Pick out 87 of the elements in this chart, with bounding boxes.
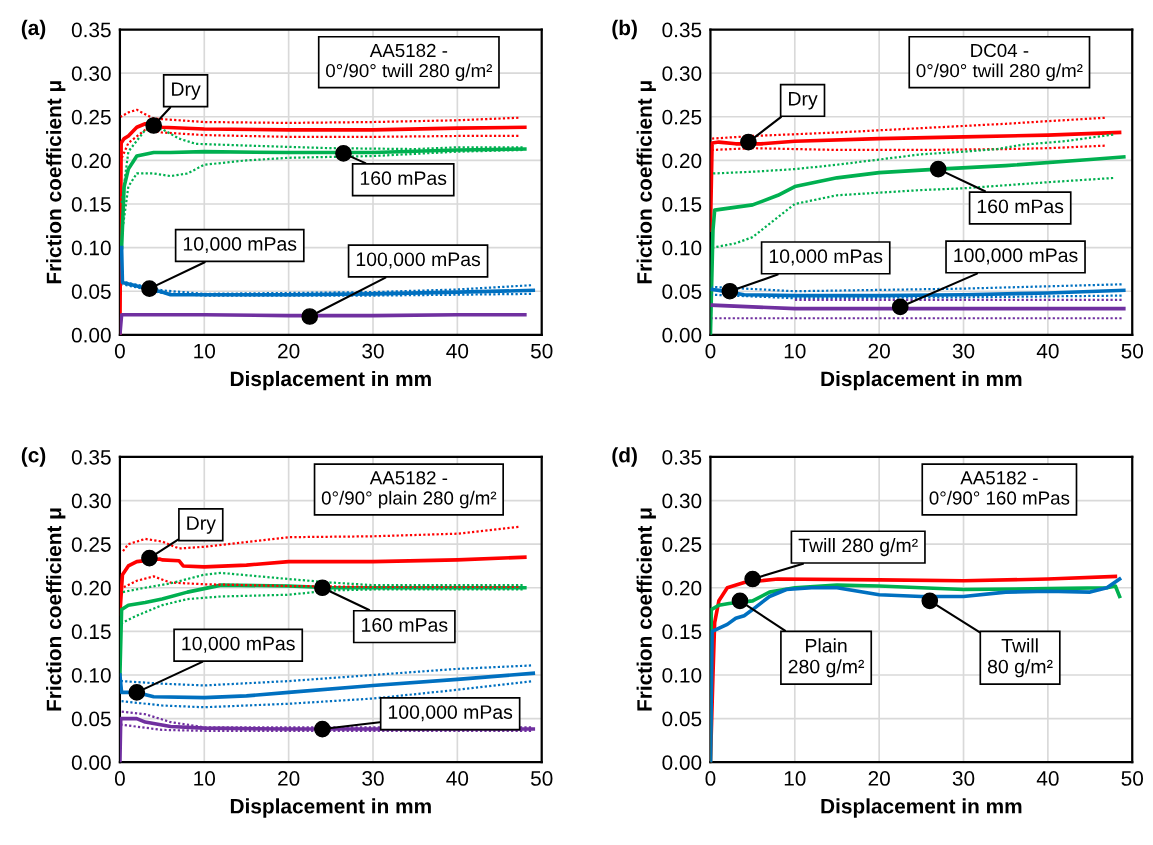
annotation: 10,000 mPas <box>769 249 883 266</box>
y-tick-label: 0.30 <box>662 66 702 81</box>
y-tick-label: 0.15 <box>71 624 111 640</box>
y-tick-label: 0.20 <box>71 153 111 169</box>
annotation: DC04 - 0°/90° twill 280 g/m² <box>916 43 1083 81</box>
y-tick-label: 0.35 <box>662 449 702 465</box>
y-tick-label: 0.35 <box>662 22 702 38</box>
annotation: Plain 280 g/m² <box>788 638 865 678</box>
x-tick-label: 10 <box>784 343 806 359</box>
chart-title: (a) <box>21 19 46 40</box>
x-tick-label: 40 <box>1036 771 1059 786</box>
x-tick-label: 20 <box>868 343 890 359</box>
y-axis-title: Friction coefficient μ <box>46 508 66 711</box>
y-tick-label: 0.15 <box>662 624 702 640</box>
x-tick-label: 20 <box>278 771 300 786</box>
y-tick-label: 0.30 <box>71 493 111 509</box>
y-tick-label: 0.25 <box>662 537 702 552</box>
y-tick-label: 0.30 <box>662 493 702 509</box>
x-axis-title: Displacement in mm <box>821 798 1022 818</box>
annotation: Twill 280 g/m² <box>798 538 918 557</box>
annotation: 160 mPas <box>360 171 447 186</box>
y-tick-label: 0.10 <box>662 240 702 256</box>
y-tick-label: 0.25 <box>71 537 111 552</box>
chart-title: (d) <box>612 447 637 467</box>
annotation: Dry <box>789 92 818 110</box>
y-tick-label: 0.20 <box>71 580 111 596</box>
x-axis-title: Displacement in mm <box>821 370 1022 391</box>
y-tick-label: 0.00 <box>662 755 702 770</box>
y-tick-label: 0.10 <box>71 240 111 256</box>
y-tick-label: 0.20 <box>662 153 702 169</box>
y-tick-label: 0.05 <box>662 284 702 299</box>
y-tick-label: 0.30 <box>71 66 111 81</box>
chart-title: (c) <box>21 447 46 467</box>
x-tick-label: 20 <box>868 771 890 786</box>
y-tick-label: 0.35 <box>71 449 111 465</box>
x-tick-label: 30 <box>952 771 975 786</box>
annotation: 10,000 mPas <box>182 636 295 653</box>
annotation: 100,000 mPas <box>954 248 1078 265</box>
x-tick-label: 40 <box>446 771 469 786</box>
y-tick-label: 0.25 <box>71 109 111 125</box>
annotation: AA5182 - 0°/90° 160 mPas <box>929 471 1070 505</box>
x-axis-title: Displacement in mm <box>230 370 431 391</box>
y-tick-label: 0.00 <box>71 327 111 343</box>
y-tick-label: 0.35 <box>71 22 111 38</box>
x-tick-label: 50 <box>530 771 553 786</box>
y-axis-title: Friction coefficient μ <box>636 81 656 284</box>
x-axis-title: Displacement in mm <box>230 798 431 818</box>
x-tick-label: 30 <box>362 343 384 359</box>
y-axis-title: Friction coefficient μ <box>636 508 656 711</box>
y-tick-label: 0.20 <box>662 580 702 596</box>
y-tick-label: 0.25 <box>662 109 702 125</box>
x-tick-label: 50 <box>1121 343 1144 359</box>
x-tick-label: 30 <box>952 343 975 359</box>
y-axis-title: Friction coefficient μ <box>46 81 66 284</box>
y-tick-label: 0.15 <box>662 197 702 212</box>
annotation: Dry <box>187 516 216 534</box>
annotation: 160 mPas <box>977 199 1064 214</box>
annotation: Dry <box>172 82 201 100</box>
x-tick-label: 10 <box>784 771 806 786</box>
x-tick-label: 10 <box>194 343 216 359</box>
x-tick-label: 30 <box>362 771 384 786</box>
chart-title: (b) <box>612 19 637 40</box>
x-tick-label: 40 <box>1036 343 1059 359</box>
y-tick-label: 0.10 <box>71 667 111 683</box>
x-tick-label: 0 <box>705 771 716 786</box>
x-tick-label: 20 <box>278 343 300 359</box>
x-tick-label: 10 <box>194 771 216 786</box>
annotation: Twill 80 g/m² <box>987 638 1053 678</box>
annotation: AA5182 - 0°/90° twill 280 g/m² <box>326 43 493 81</box>
x-tick-label: 0 <box>114 771 125 786</box>
annotation: AA5182 - 0°/90° plain 280 g/m² <box>321 471 497 509</box>
x-tick-label: 40 <box>446 343 469 359</box>
y-tick-label: 0.05 <box>662 711 702 727</box>
y-tick-label: 0.00 <box>662 327 702 343</box>
y-tick-label: 0.10 <box>662 667 702 683</box>
y-tick-label: 0.15 <box>71 197 111 212</box>
annotation: 100,000 mPas <box>388 705 513 722</box>
y-tick-label: 0.05 <box>71 284 111 299</box>
annotation: 160 mPas <box>362 618 448 632</box>
x-tick-label: 50 <box>1121 771 1144 786</box>
x-tick-label: 50 <box>530 343 553 359</box>
x-tick-label: 0 <box>114 343 125 359</box>
annotation: 10,000 mPas <box>183 237 297 254</box>
y-tick-label: 0.05 <box>71 711 111 727</box>
x-tick-label: 0 <box>705 343 716 359</box>
y-tick-label: 0.00 <box>71 755 111 770</box>
annotation: 100,000 mPas <box>356 252 481 269</box>
